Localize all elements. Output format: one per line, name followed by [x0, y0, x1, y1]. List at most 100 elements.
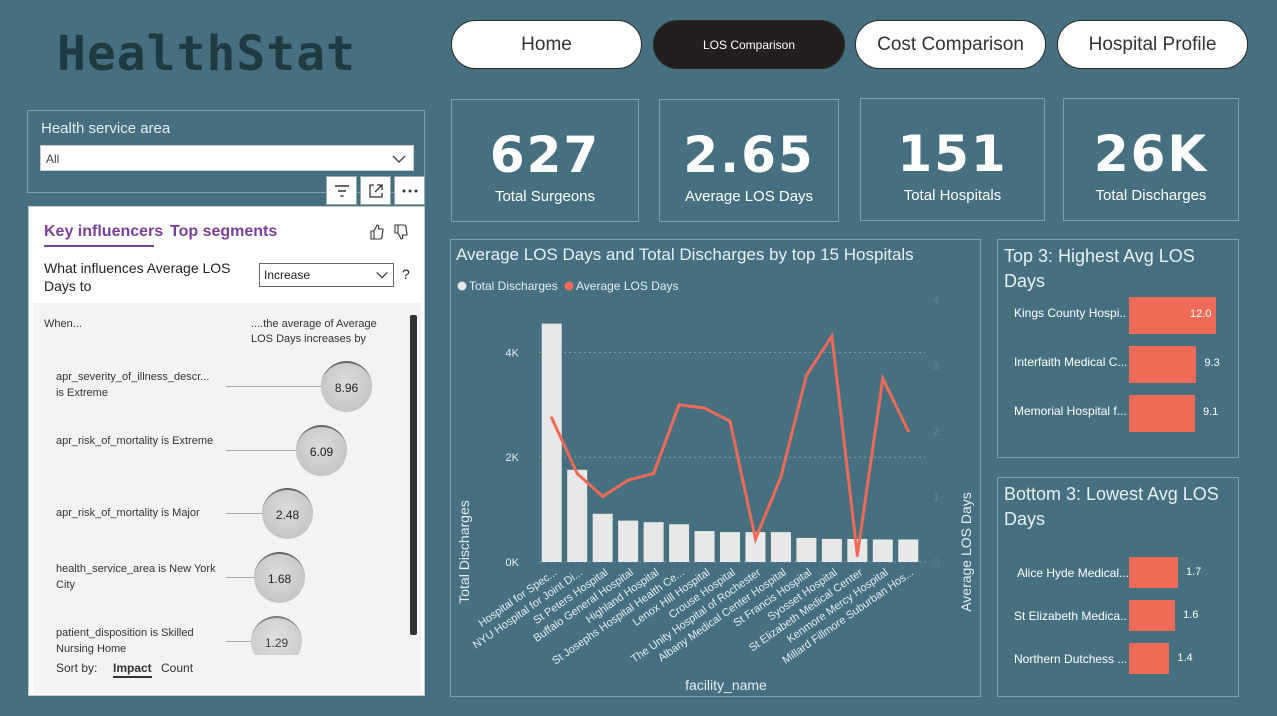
los-point[interactable] [601, 495, 605, 498]
los-point[interactable] [855, 553, 859, 557]
kpi-label: Total Surgeons [494, 188, 596, 205]
los-point[interactable] [753, 537, 757, 541]
discharges-bar[interactable] [592, 513, 613, 562]
more-options-icon[interactable] [394, 176, 425, 205]
nav-hospital-profile-button[interactable]: Hospital Profile [1057, 20, 1248, 69]
chart-title: Bottom 3: Lowest Avg LOS Days [1004, 484, 1219, 529]
los-discharges-combo-chart: Average LOS Days and Total Discharges by… [450, 239, 981, 697]
nav-cost-comparison-button[interactable]: Cost Comparison [855, 20, 1046, 69]
increase-dropdown[interactable]: Increase [259, 263, 394, 287]
when-label: When... [44, 318, 82, 330]
discharges-bar[interactable] [796, 537, 817, 562]
los-bar[interactable] [1129, 346, 1197, 383]
discharges-bar[interactable] [618, 520, 639, 562]
influencer-bubble[interactable]: 8.96 [321, 361, 372, 412]
legend-marker-los [564, 281, 574, 291]
los-point[interactable] [779, 475, 783, 479]
legend-total-discharges[interactable]: Total Discharges [469, 279, 558, 293]
discharges-bar[interactable] [898, 539, 919, 562]
los-bar[interactable] [1129, 395, 1195, 432]
chart-title: Top 3: Highest Avg LOS Days [1004, 246, 1195, 291]
influencer-question: What influences Average LOS Days to [44, 260, 231, 294]
bar-category-label: Kings County Hospi... [1014, 306, 1126, 320]
discharges-bar[interactable] [694, 531, 715, 562]
los-bar[interactable] [1129, 600, 1176, 631]
discharges-bar[interactable] [643, 522, 664, 562]
influencer-label[interactable]: apr_risk_of_mortality is Extreme [56, 435, 214, 447]
chevron-down-icon [392, 155, 406, 163]
sort-bar: Sort by: Impact Count [33, 655, 413, 693]
influencer-bubble[interactable]: 1.68 [254, 552, 305, 603]
nav-home-button[interactable]: Home [451, 20, 642, 69]
los-point[interactable] [830, 334, 834, 338]
y-axis-title: Total Discharges [456, 500, 472, 604]
discharges-bar[interactable] [541, 323, 562, 562]
bar-value-label: 1.6 [1183, 609, 1199, 621]
influencer-connector [226, 513, 262, 514]
influencer-connector [226, 641, 251, 642]
kpi-total-hospitals: 151 Total Hospitals [860, 98, 1045, 221]
influencer-bubble[interactable]: 2.48 [262, 488, 313, 539]
los-bar[interactable] [1129, 557, 1178, 588]
discharges-bar[interactable] [821, 538, 842, 562]
help-icon[interactable]: ? [402, 266, 410, 282]
slicer-dropdown[interactable]: All [40, 145, 414, 171]
los-point[interactable] [575, 472, 579, 476]
chart-title: Average LOS Days and Total Discharges by… [456, 245, 914, 264]
nav-los-comparison-button[interactable]: LOS Comparison [653, 20, 845, 69]
discharges-bar[interactable] [745, 532, 766, 562]
los-point[interactable] [906, 429, 910, 433]
thumbs-down-icon[interactable] [393, 224, 409, 240]
legend-average-los-days[interactable]: Average LOS Days [576, 279, 679, 293]
filter-icon[interactable] [326, 176, 357, 205]
app-logo-title: HealthStat [57, 26, 356, 82]
influencer-bubble[interactable]: 6.09 [296, 425, 347, 476]
kpi-label: Average LOS Days [684, 188, 814, 205]
kpi-value: 627 [489, 126, 601, 184]
discharges-bar[interactable] [567, 469, 588, 562]
thumbs-up-icon[interactable] [369, 224, 385, 240]
sort-count-button[interactable]: Count [161, 661, 194, 675]
discharges-bar[interactable] [770, 532, 791, 562]
kpi-average-los-days: 2.65 Average LOS Days [659, 99, 839, 222]
focus-mode-icon[interactable] [360, 176, 391, 205]
los-bar[interactable] [1129, 297, 1216, 334]
tab-key-influencers[interactable]: Key influencers [44, 223, 164, 240]
kpi-total-surgeons: 627 Total Surgeons [451, 99, 639, 222]
bar-value-label: 12.0 [1190, 308, 1212, 320]
y-tick-label: 2K [506, 452, 520, 464]
bar-category-label: Northern Dutchess ... [1014, 652, 1126, 666]
y2-axis-title: Average LOS Days [958, 492, 974, 612]
y-tick-label: 4K [506, 347, 520, 359]
los-point[interactable] [652, 472, 656, 476]
los-point[interactable] [550, 416, 554, 420]
influencers-list: When... ....the average of Average LOS D… [33, 303, 421, 693]
los-point[interactable] [804, 373, 808, 377]
influencer-label[interactable]: apr_severity_of_illness_descr... is Extr… [56, 371, 210, 399]
los-point[interactable] [881, 377, 885, 381]
influencer-label[interactable]: patient_disposition is Skilled Nursing H… [56, 627, 194, 655]
influencer-label[interactable]: apr_risk_of_mortality is Major [56, 507, 200, 519]
los-point[interactable] [626, 478, 630, 482]
discharges-bar[interactable] [669, 524, 690, 562]
sort-impact-button[interactable]: Impact [113, 661, 152, 678]
los-point[interactable] [728, 419, 732, 423]
los-point[interactable] [703, 406, 707, 410]
bar-value-label: 9.1 [1202, 406, 1219, 418]
los-point[interactable] [677, 403, 681, 407]
chevron-down-icon [376, 271, 388, 279]
influencer-connector [226, 577, 254, 578]
active-tab-underline [44, 245, 154, 247]
slicer-title: Health service area [41, 120, 171, 137]
influencer-connector [226, 386, 321, 387]
combo-chart-svg: Average LOS Days and Total Discharges by… [456, 245, 974, 693]
discharges-bar[interactable] [872, 539, 893, 562]
los-bar[interactable] [1129, 643, 1170, 674]
influencers-scrollbar[interactable] [410, 315, 417, 635]
bar-category-label: St Elizabeth Medica... [1014, 609, 1126, 623]
sort-by-label: Sort by: [56, 661, 98, 675]
influencer-label[interactable]: health_service_area is New York City [56, 563, 216, 591]
discharges-bar[interactable] [720, 532, 740, 562]
tab-top-segments[interactable]: Top segments [170, 223, 278, 240]
bar-value-label: 1.4 [1177, 652, 1193, 664]
